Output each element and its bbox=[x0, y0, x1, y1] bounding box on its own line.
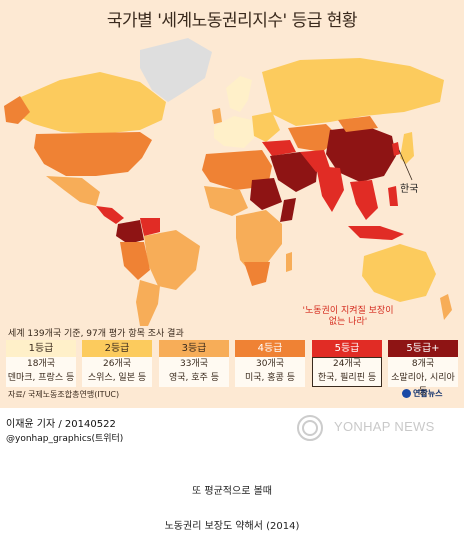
brand-name: 연합뉴스 bbox=[413, 389, 443, 398]
southern-africa bbox=[244, 262, 270, 286]
madagascar bbox=[286, 252, 292, 272]
note-callout: '노동권이 지켜질 보장이 없는 나라' bbox=[302, 306, 394, 327]
legend-grade-5: 5등급 bbox=[312, 340, 382, 357]
russia bbox=[262, 58, 444, 126]
canada bbox=[14, 72, 166, 134]
legend-examples: 영국, 호주 등 bbox=[169, 373, 219, 383]
legend-grade-6: 5등급+ bbox=[388, 340, 458, 357]
legend-examples: 한국, 필리핀 등 bbox=[317, 373, 377, 383]
legend-grade-2: 2등급 bbox=[82, 340, 152, 357]
usa bbox=[34, 132, 152, 176]
brazil bbox=[144, 230, 200, 290]
colombia bbox=[116, 220, 144, 244]
central-africa bbox=[236, 210, 282, 274]
caption-line-1: 또 평균적으로 볼때 bbox=[192, 486, 272, 497]
uk bbox=[212, 108, 222, 124]
world-map: 한국 bbox=[4, 38, 452, 326]
legend: 1등급 18개국 덴마크, 프랑스 등 2등급 26개국 스위스, 일본 등 3등급 33개국… bbox=[6, 340, 458, 397]
korea-label: 한국 bbox=[400, 183, 418, 195]
central-asia bbox=[288, 124, 340, 152]
iran bbox=[300, 150, 330, 172]
legend-examples: 미국, 홍콩 등 bbox=[245, 373, 295, 383]
philippines bbox=[388, 186, 398, 206]
infographic-title: 국가별 '세계노동권리지수' 등급 현황 bbox=[106, 11, 358, 31]
argentina bbox=[136, 280, 160, 326]
australia bbox=[362, 244, 436, 302]
greenland bbox=[140, 38, 212, 102]
source-label: 자료/ 국제노동조합총연맹(ITUC) bbox=[8, 390, 120, 399]
scandinavia bbox=[226, 76, 252, 112]
caption-line-2: 노동권리 보장도 약해서 (2014) bbox=[164, 521, 300, 532]
legend-examples: 소말리아, 시리아 등 bbox=[391, 373, 455, 397]
somalia bbox=[280, 198, 296, 222]
eastern-europe bbox=[252, 112, 280, 142]
watermark: YONHAP NEWS bbox=[334, 419, 435, 434]
brand-icon bbox=[402, 389, 411, 398]
legend-grade-1: 1등급 bbox=[6, 340, 76, 357]
western-europe bbox=[214, 116, 256, 148]
watermark-logo bbox=[297, 415, 323, 441]
legend-examples: 스위스, 일본 등 bbox=[87, 373, 147, 383]
legend-count: 33개국 bbox=[179, 359, 208, 369]
india bbox=[316, 166, 344, 212]
china bbox=[326, 126, 396, 182]
infographic-card: 국가별 '세계노동권리지수' 등급 현황 bbox=[0, 0, 464, 408]
sudan bbox=[250, 178, 282, 210]
legend-grade-4: 4등급 bbox=[235, 340, 305, 357]
credit-reporter: 이재윤 기자 / 20140522 bbox=[6, 419, 116, 430]
japan bbox=[400, 132, 414, 164]
mongolia bbox=[338, 116, 378, 132]
brand-logo: 연합뉴스 bbox=[402, 388, 442, 399]
new-zealand bbox=[440, 294, 452, 320]
mexico bbox=[46, 176, 100, 206]
peru bbox=[120, 242, 150, 280]
korea-marker bbox=[392, 142, 400, 156]
west-africa bbox=[204, 186, 248, 216]
credit-twitter: @yonhap_graphics(트위터) bbox=[6, 434, 124, 444]
legend-examples: 덴마크, 프랑스 등 bbox=[7, 373, 75, 383]
legend-count: 8개국 bbox=[411, 359, 435, 369]
legend-count: 30개국 bbox=[255, 359, 284, 369]
legend-count: 18개국 bbox=[26, 359, 55, 369]
venezuela bbox=[140, 218, 160, 236]
indonesia bbox=[348, 226, 404, 240]
southeast-asia bbox=[350, 180, 378, 220]
alaska bbox=[4, 96, 30, 124]
legend-count: 26개국 bbox=[102, 359, 131, 369]
subtitle: 세계 139개국 기준, 97개 평가 항목 조사 결과 bbox=[8, 329, 184, 339]
turkey bbox=[262, 140, 296, 156]
legend-count: 24개국 bbox=[332, 359, 361, 369]
middle-east bbox=[270, 152, 318, 192]
central-america bbox=[96, 206, 124, 224]
legend-grade-3: 3등급 bbox=[159, 340, 229, 357]
